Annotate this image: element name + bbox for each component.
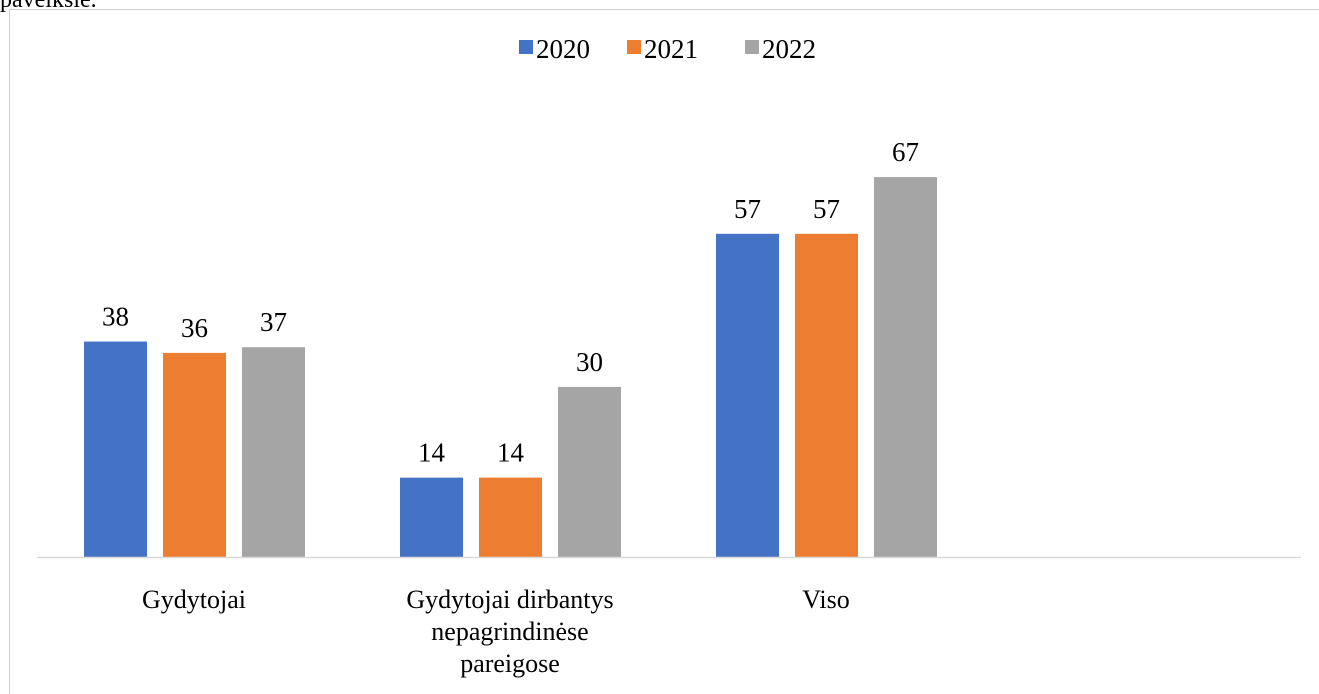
bar-2022-1 bbox=[558, 386, 621, 557]
data-label-2020-1: 14 bbox=[418, 438, 446, 468]
x-tick-label-0-0: Gydytojai bbox=[142, 585, 246, 614]
chart-frame bbox=[9, 9, 1319, 694]
x-tick-label-1-0: Gydytojai dirbantys bbox=[406, 585, 613, 614]
chart-data-labels: 38 36 37 14 14 30 57 57 67 bbox=[102, 137, 919, 468]
data-label-2021-2: 57 bbox=[813, 194, 840, 224]
data-label-2020-2: 57 bbox=[734, 194, 761, 224]
x-tick-label-1-1: nepagrindinėse bbox=[431, 617, 588, 646]
bar-2021-2 bbox=[795, 233, 858, 557]
chart-legend: 2020 2021 2022 bbox=[519, 34, 816, 64]
bar-2022-2 bbox=[874, 177, 937, 558]
legend-label-2021: 2021 bbox=[644, 34, 698, 64]
legend-swatch-2020 bbox=[519, 40, 533, 54]
bar-2021-0 bbox=[163, 352, 226, 557]
x-tick-label-2-0: Viso bbox=[802, 585, 850, 614]
bar-2022-0 bbox=[242, 347, 305, 557]
x-axis-tick-labels: Gydytojai Gydytojai dirbantys nepagrindinė… bbox=[142, 585, 850, 678]
legend-label-2020: 2020 bbox=[536, 34, 590, 64]
legend-swatch-2021 bbox=[627, 40, 641, 54]
data-label-2021-0: 36 bbox=[181, 313, 208, 343]
legend-swatch-2022 bbox=[745, 40, 759, 54]
legend-label-2022: 2022 bbox=[762, 34, 816, 64]
data-label-2022-0: 37 bbox=[260, 307, 287, 337]
chart-bars bbox=[84, 177, 937, 558]
bar-2020-1 bbox=[400, 477, 463, 557]
data-label-2022-1: 30 bbox=[576, 347, 603, 377]
data-label-2020-0: 38 bbox=[102, 302, 129, 332]
x-tick-label-1-2: pareigose bbox=[460, 649, 560, 678]
bar-2020-0 bbox=[84, 341, 147, 557]
bar-2020-2 bbox=[716, 233, 779, 557]
data-label-2021-1: 14 bbox=[497, 438, 525, 468]
data-label-2022-2: 67 bbox=[892, 137, 919, 167]
bar-2021-1 bbox=[479, 477, 542, 557]
